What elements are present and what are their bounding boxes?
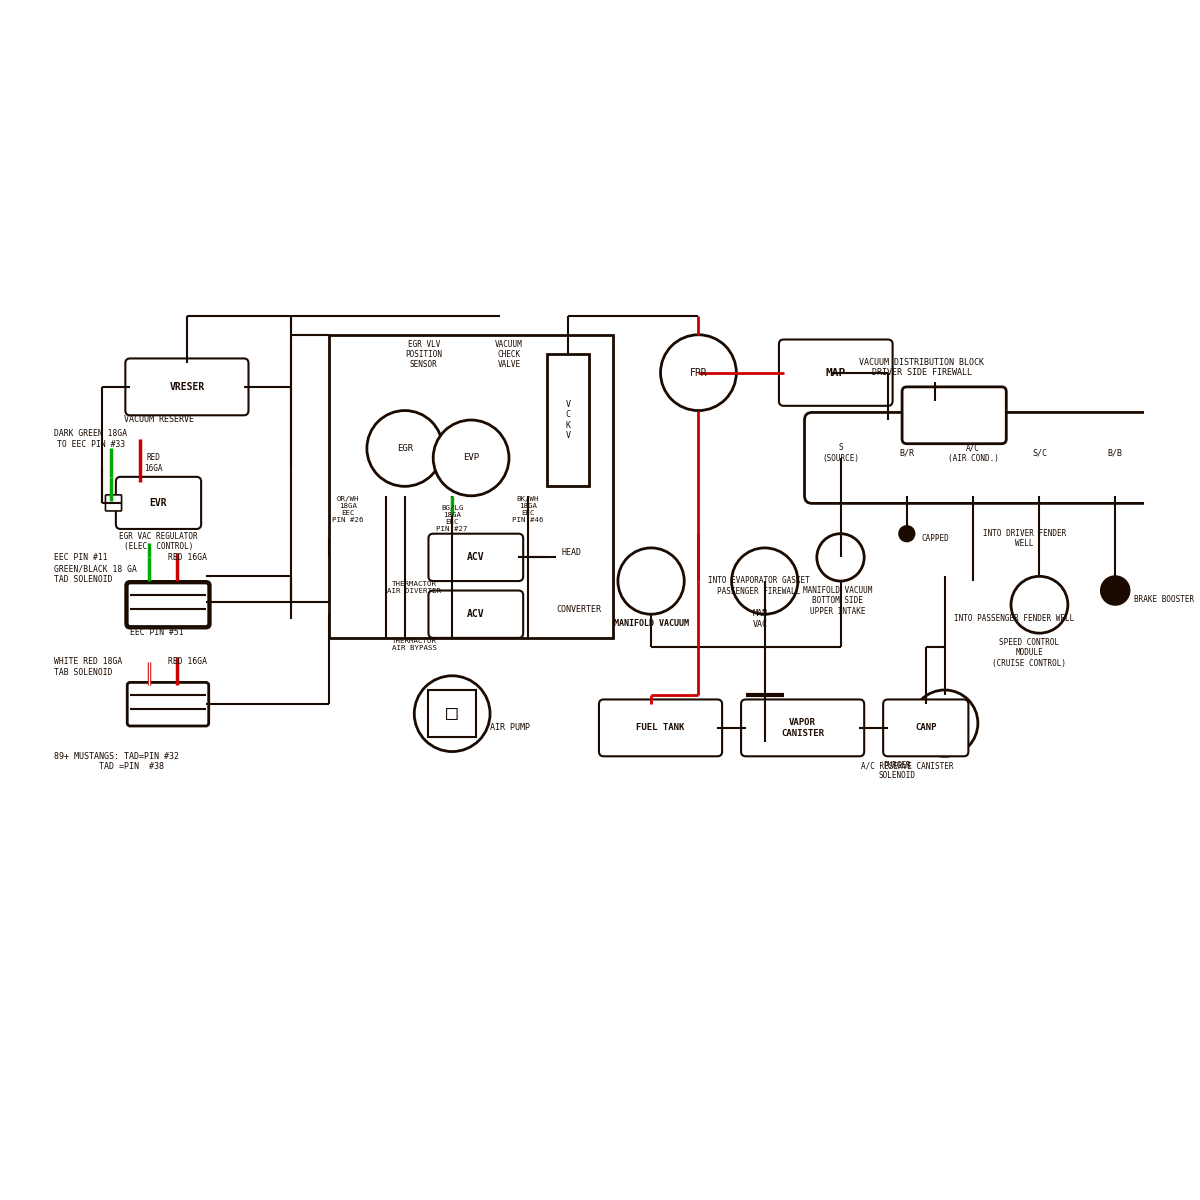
Text: HEAD: HEAD xyxy=(562,548,581,557)
Text: INTO EVAPORATOR GASKET
PASSENGER FIREWALL: INTO EVAPORATOR GASKET PASSENGER FIREWAL… xyxy=(708,576,810,595)
Text: MANIFOLD VACUUM
BOTTOM SIDE
UPPER INTAKE: MANIFOLD VACUUM BOTTOM SIDE UPPER INTAKE xyxy=(803,586,872,616)
Text: B/B: B/B xyxy=(1108,449,1123,457)
FancyBboxPatch shape xyxy=(428,690,476,737)
Text: S
(SOURCE): S (SOURCE) xyxy=(822,444,859,463)
Text: GREEN/BLACK 18 GA: GREEN/BLACK 18 GA xyxy=(54,564,137,574)
Text: BG/LG
18GA
EEC
PIN #27: BG/LG 18GA EEC PIN #27 xyxy=(437,505,468,533)
FancyBboxPatch shape xyxy=(127,583,209,626)
FancyBboxPatch shape xyxy=(125,359,248,415)
FancyBboxPatch shape xyxy=(883,700,968,756)
Circle shape xyxy=(817,534,864,581)
Circle shape xyxy=(1102,576,1129,605)
Circle shape xyxy=(732,548,798,614)
Text: WHITE RED 18GA: WHITE RED 18GA xyxy=(54,656,122,666)
Text: MAP: MAP xyxy=(826,367,846,378)
Text: VACUUM DISTRIBUTION BLOCK
DRIVER SIDE FIREWALL: VACUUM DISTRIBUTION BLOCK DRIVER SIDE FI… xyxy=(859,358,984,377)
Text: CAPPED: CAPPED xyxy=(922,534,949,542)
Text: OR/WH
18GA
EEC
PIN #26: OR/WH 18GA EEC PIN #26 xyxy=(332,496,364,523)
Text: CONVERTER: CONVERTER xyxy=(557,605,601,614)
Circle shape xyxy=(433,420,509,496)
Circle shape xyxy=(367,410,443,486)
Text: AIR PUMP: AIR PUMP xyxy=(490,724,530,732)
Text: S/C: S/C xyxy=(1032,449,1046,457)
Text: FPR: FPR xyxy=(690,367,707,378)
FancyBboxPatch shape xyxy=(428,534,523,581)
Text: VAPOR
CANISTER: VAPOR CANISTER xyxy=(781,718,824,738)
Text: EVR: EVR xyxy=(150,498,167,508)
Text: MAN
VAC: MAN VAC xyxy=(752,610,768,629)
FancyBboxPatch shape xyxy=(547,354,589,486)
Text: ACV: ACV xyxy=(467,610,485,619)
Text: A/C
(AIR COND.): A/C (AIR COND.) xyxy=(948,444,998,463)
Text: BRAKE BOOSTER: BRAKE BOOSTER xyxy=(1134,595,1194,605)
Text: RED 16GA: RED 16GA xyxy=(168,656,206,666)
FancyBboxPatch shape xyxy=(329,335,613,638)
Circle shape xyxy=(1012,576,1068,634)
Text: VRESER: VRESER xyxy=(169,382,204,392)
Text: CANP: CANP xyxy=(916,724,936,732)
FancyBboxPatch shape xyxy=(127,683,209,726)
Text: SPEED CONTROL
MODULE
(CRUISE CONTROL): SPEED CONTROL MODULE (CRUISE CONTROL) xyxy=(992,638,1066,667)
Text: A/C RESERVE CANISTER: A/C RESERVE CANISTER xyxy=(860,761,953,770)
Text: EVP: EVP xyxy=(463,454,479,462)
Circle shape xyxy=(660,335,737,410)
Text: V
C
K
V: V C K V xyxy=(565,400,571,440)
FancyBboxPatch shape xyxy=(742,700,864,756)
Text: RED
16GA: RED 16GA xyxy=(144,454,163,473)
Text: DARK GREEN 18GA
TO EEC PIN #33: DARK GREEN 18GA TO EEC PIN #33 xyxy=(54,430,127,449)
Text: EGR: EGR xyxy=(397,444,413,452)
FancyBboxPatch shape xyxy=(902,386,1007,444)
FancyBboxPatch shape xyxy=(428,590,523,638)
Text: EEC PIN #11: EEC PIN #11 xyxy=(54,553,108,562)
Text: VACUUM
CHECK
VALVE: VACUUM CHECK VALVE xyxy=(496,340,523,370)
Text: TAB SOLENOID: TAB SOLENOID xyxy=(54,668,113,677)
Circle shape xyxy=(414,676,490,751)
Text: INTO DRIVER FENDER
WELL: INTO DRIVER FENDER WELL xyxy=(983,529,1066,548)
FancyBboxPatch shape xyxy=(599,700,722,756)
Text: THERMACTOR
AIR DIVERTER: THERMACTOR AIR DIVERTER xyxy=(388,581,442,594)
Circle shape xyxy=(899,526,914,541)
Text: BK/WH
18GA
EEC
PIN #46: BK/WH 18GA EEC PIN #46 xyxy=(512,496,544,523)
Text: ACV: ACV xyxy=(467,552,485,563)
Text: THERMACTOR
AIR BYPASS: THERMACTOR AIR BYPASS xyxy=(391,638,437,650)
Text: PURGER
SOLENOID: PURGER SOLENOID xyxy=(878,761,916,780)
Text: INTO PASSENGER FENDER WELL: INTO PASSENGER FENDER WELL xyxy=(954,614,1074,624)
Text: B/R: B/R xyxy=(899,449,914,457)
Text: VACUUM RESERVE: VACUUM RESERVE xyxy=(124,415,193,425)
Text: MANIFOLD VACUUM: MANIFOLD VACUUM xyxy=(613,619,689,628)
Text: RED 16GA: RED 16GA xyxy=(168,553,206,562)
Text: 89+ MUSTANGS: TAD=PIN #32
      TAD =PIN  #38: 89+ MUSTANGS: TAD=PIN #32 TAD =PIN #38 xyxy=(54,751,179,770)
FancyBboxPatch shape xyxy=(804,413,1180,503)
Text: □: □ xyxy=(446,704,458,724)
Text: EGR VLV
POSITION
SENSOR: EGR VLV POSITION SENSOR xyxy=(406,340,443,370)
FancyBboxPatch shape xyxy=(106,494,121,511)
Text: EGR VAC REGULATOR
(ELEC. CONTROL): EGR VAC REGULATOR (ELEC. CONTROL) xyxy=(119,532,198,551)
Text: FUEL TANK: FUEL TANK xyxy=(636,724,685,732)
Text: TAD SOLENOID: TAD SOLENOID xyxy=(54,575,113,584)
Circle shape xyxy=(618,548,684,614)
FancyBboxPatch shape xyxy=(116,476,202,529)
FancyBboxPatch shape xyxy=(779,340,893,406)
Text: EEC PIN #51: EEC PIN #51 xyxy=(130,629,184,637)
Circle shape xyxy=(912,690,978,756)
FancyBboxPatch shape xyxy=(125,581,211,629)
